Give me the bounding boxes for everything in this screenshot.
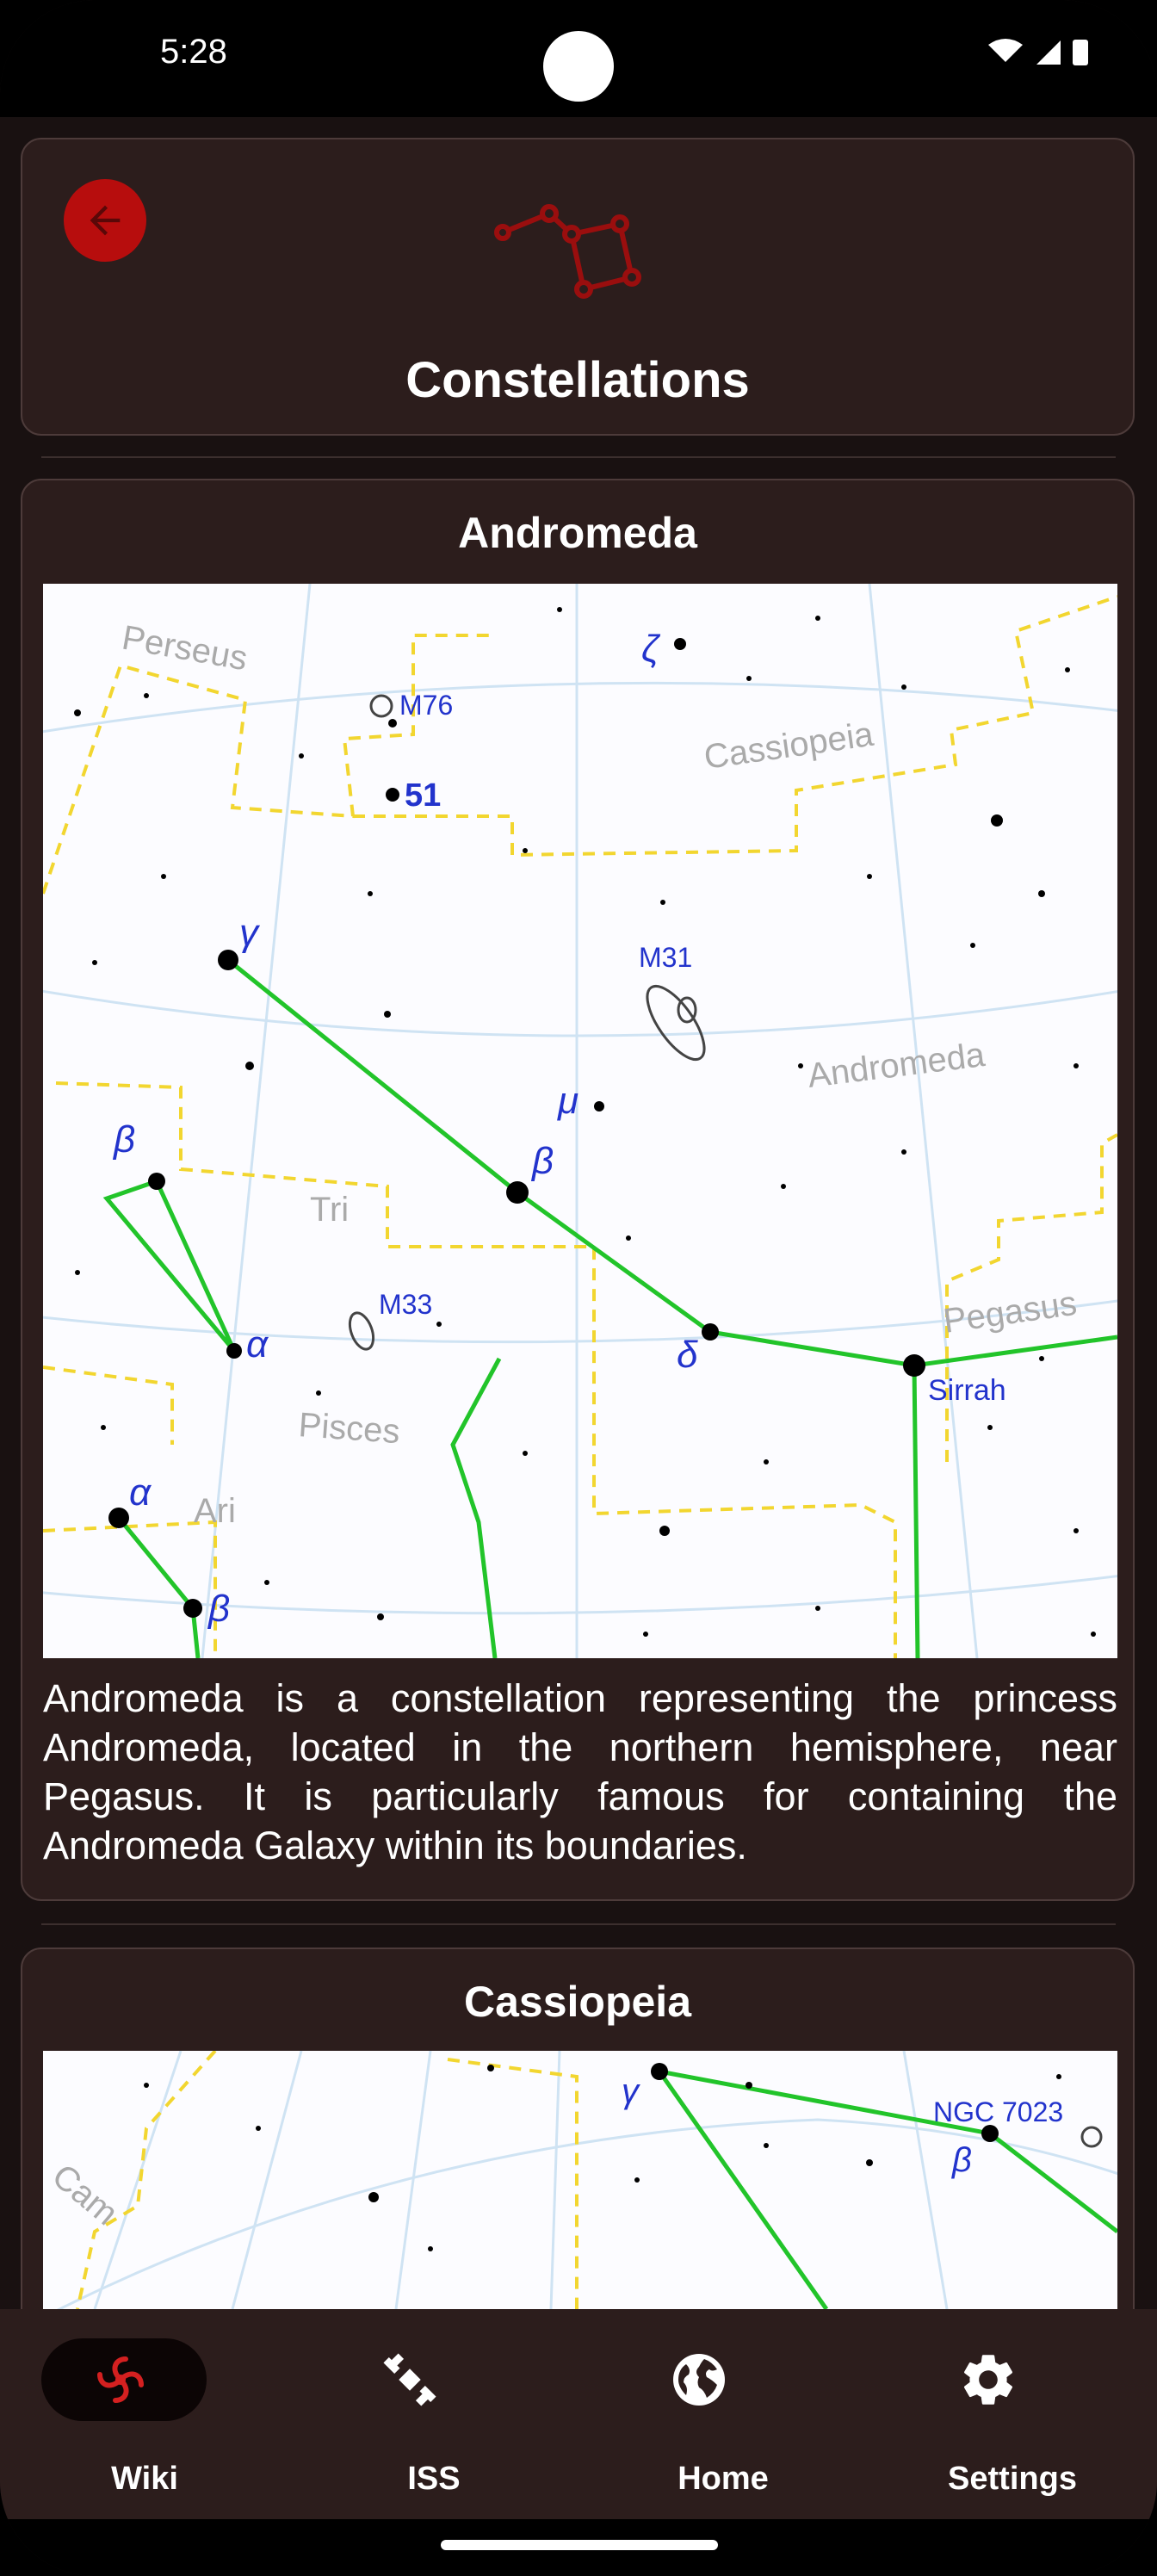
chart-label: M76 (399, 690, 453, 721)
nav-label: Wiki (111, 2461, 178, 2497)
deep-sky-objects (348, 694, 706, 1351)
chart-label: γ (239, 912, 261, 954)
nav-item-home[interactable]: Home (578, 2309, 868, 2519)
header-card: Constellations (21, 138, 1135, 436)
bottom-navigation: Wiki ISS Home (0, 2309, 1157, 2519)
stars (144, 2063, 1061, 2251)
chart-label: M33 (379, 1289, 432, 1320)
constellation-boundaries (43, 595, 1117, 1658)
chart-label: Sirrah (928, 1374, 1006, 1407)
chart-label: β (530, 1140, 554, 1182)
wifi-icon (987, 38, 1024, 66)
chart-label: γ (622, 2072, 640, 2110)
status-bar: 5:28 (0, 0, 1157, 117)
chart-label: δ (677, 1334, 698, 1376)
chart-label: β (951, 2141, 972, 2179)
nav-item-iss[interactable]: ISS (289, 2309, 578, 2519)
constellation-name: Cassiopeia (463, 1978, 691, 2026)
satellite-icon (383, 2353, 436, 2406)
nav-item-wiki[interactable]: Wiki (0, 2309, 289, 2519)
camera-cutout (543, 31, 614, 102)
constellation-icon (494, 204, 641, 299)
chart-label: α (246, 1323, 269, 1365)
section-divider (41, 456, 1116, 458)
chart-label: ζ (641, 628, 661, 670)
status-time: 5:28 (160, 33, 227, 71)
back-button[interactable] (64, 179, 146, 262)
galaxy-icon (97, 2356, 144, 2403)
arrow-left-icon (90, 205, 121, 236)
star-chart-andromeda: Perseus Cassiopeia Andromeda Tri Pisces … (43, 584, 1117, 1658)
nav-label: ISS (407, 2461, 461, 2497)
chart-label: NGC 7023 (933, 2096, 1063, 2127)
nav-label: Settings (948, 2461, 1077, 2497)
chart-label: μ (557, 1080, 578, 1122)
gear-icon (963, 2355, 1013, 2405)
chart-label: β (112, 1118, 135, 1161)
page-title: Constellations (405, 352, 750, 408)
chart-label: M31 (639, 942, 692, 973)
status-icons (987, 38, 1088, 66)
deep-sky-object (1080, 2126, 1103, 2148)
star-chart-image: Perseus Cassiopeia Andromeda Tri Pisces … (43, 584, 1117, 1658)
nav-label: Home (677, 2461, 769, 2497)
chart-label: Pisces (297, 1406, 401, 1451)
chart-label: 51 (405, 777, 441, 814)
stars (74, 607, 1096, 1637)
constellation-card-andromeda: Andromeda (21, 479, 1135, 1901)
battery-icon (1073, 39, 1088, 65)
constellation-description: Andromeda is a constellation representin… (43, 1676, 1117, 1867)
globe-icon (673, 2354, 725, 2406)
chart-label: Tri (310, 1191, 349, 1229)
section-divider (41, 1923, 1116, 1925)
chart-label: α (129, 1471, 152, 1514)
chart-label: Ari (194, 1492, 236, 1530)
signal-icon (1036, 40, 1061, 65)
constellation-name: Andromeda (458, 509, 697, 557)
chart-label: β (207, 1588, 230, 1630)
nav-item-settings[interactable]: Settings (868, 2309, 1157, 2519)
gesture-handle[interactable] (441, 2540, 718, 2550)
